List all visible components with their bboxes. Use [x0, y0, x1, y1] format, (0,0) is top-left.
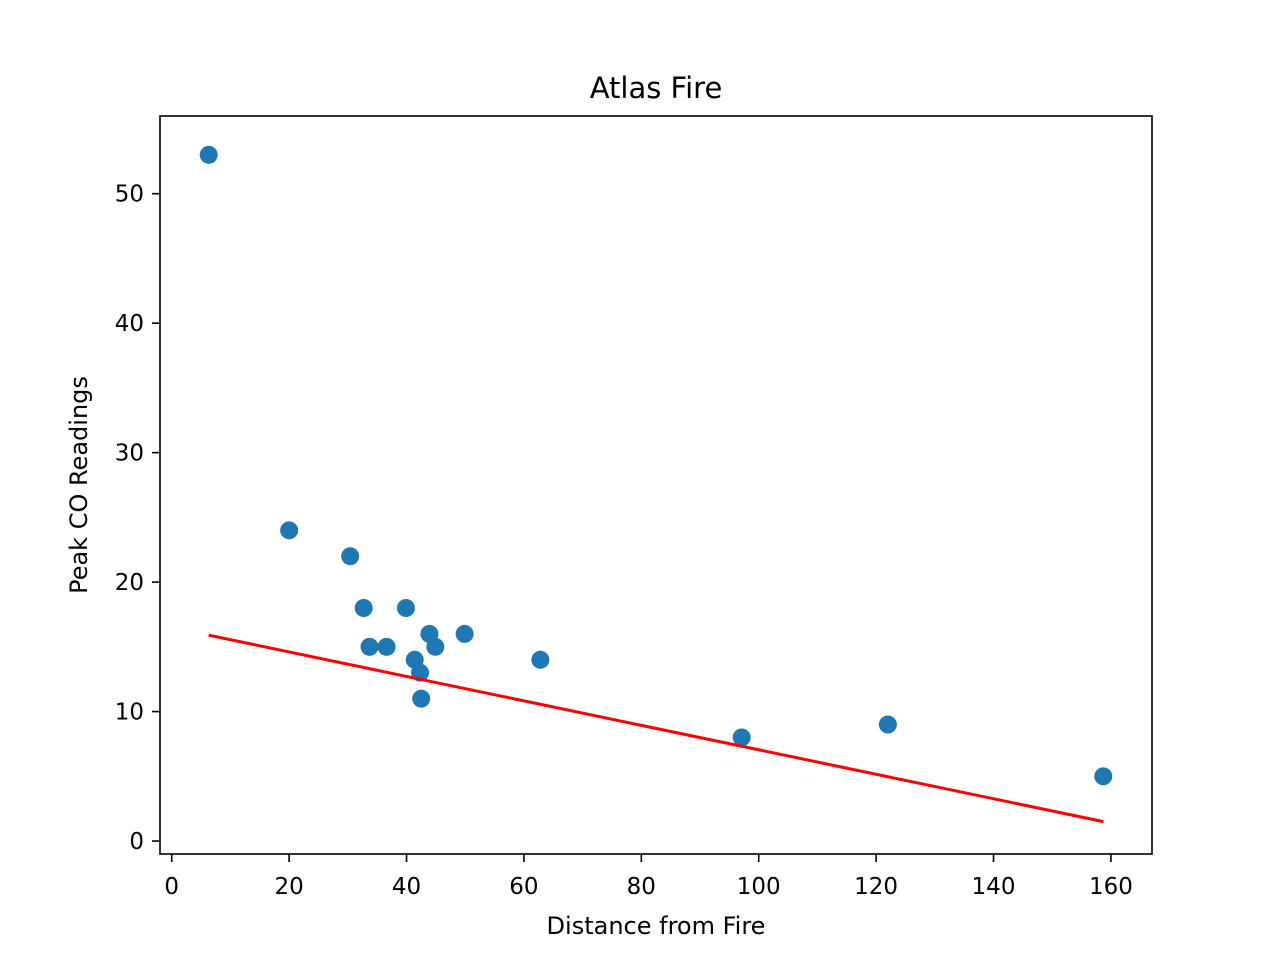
data-point [280, 521, 299, 540]
data-point [1094, 767, 1113, 786]
trend-line [208, 633, 1104, 824]
data-point [396, 599, 415, 617]
x-tick-label: 60 [509, 874, 538, 900]
y-axis-ticks: 0 10 20 30 40 50 [115, 182, 160, 855]
data-point [878, 715, 897, 734]
data-point [360, 637, 379, 656]
data-point [412, 689, 431, 708]
data-point [341, 547, 360, 566]
x-tick-label: 0 [164, 874, 179, 900]
data-point [732, 728, 751, 747]
x-tick-label: 20 [274, 874, 303, 900]
data-point [354, 599, 373, 617]
data-point [377, 637, 396, 656]
x-tick-label: 140 [972, 874, 1016, 900]
x-tick-label: 80 [627, 874, 656, 900]
y-tick-label: 10 [115, 700, 144, 726]
x-tick-label: 120 [854, 874, 898, 900]
y-tick-label: 40 [115, 311, 144, 337]
axes-frame [159, 115, 1153, 855]
data-point [531, 650, 550, 669]
x-tick-label: 100 [737, 874, 781, 900]
chart-title: Atlas Fire [590, 71, 723, 105]
y-tick-label: 50 [115, 182, 144, 208]
x-axis-ticks: 0 20 40 60 80 100 120 140 160 [164, 854, 1133, 900]
x-tick-label: 160 [1089, 874, 1133, 900]
y-tick-label: 20 [115, 570, 144, 596]
data-point [426, 637, 445, 656]
plot-area [199, 145, 1113, 824]
x-tick-label: 40 [392, 874, 421, 900]
y-tick-label: 30 [115, 441, 144, 467]
x-axis-label: Distance from Fire [547, 912, 766, 940]
data-point [199, 145, 218, 164]
data-point [455, 624, 474, 643]
y-axis-label: Peak CO Readings [65, 376, 93, 594]
y-tick-label: 0 [129, 829, 144, 855]
